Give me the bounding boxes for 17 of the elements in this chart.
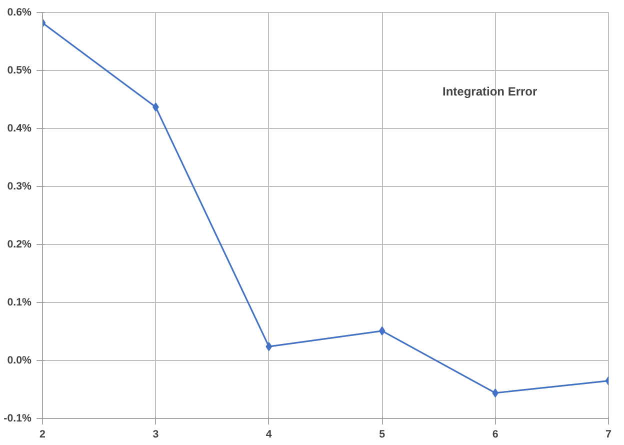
y-tick-label: 0.1%: [7, 296, 32, 308]
x-tick-label: 3: [152, 428, 159, 440]
y-tick-label: 0.4%: [7, 122, 32, 134]
point: [378, 326, 386, 336]
x-tick-label: 6: [492, 428, 498, 440]
y-tick-label: 0.6%: [7, 6, 32, 18]
annotation: Integration Error: [442, 84, 538, 98]
x-tick-label: 7: [606, 428, 612, 440]
x-tick-label: 4: [266, 428, 272, 440]
x-tick-label: 5: [379, 428, 386, 440]
point: [266, 342, 272, 352]
y-tick-label: 0.2%: [7, 238, 32, 250]
y-tick-label: 0.3%: [7, 180, 32, 192]
y-tick-label: -0.1%: [4, 412, 32, 424]
y-tick-label: 0.0%: [7, 354, 32, 366]
y-tick-label: 0.5%: [7, 64, 32, 76]
x-tick-label: 2: [40, 428, 46, 440]
